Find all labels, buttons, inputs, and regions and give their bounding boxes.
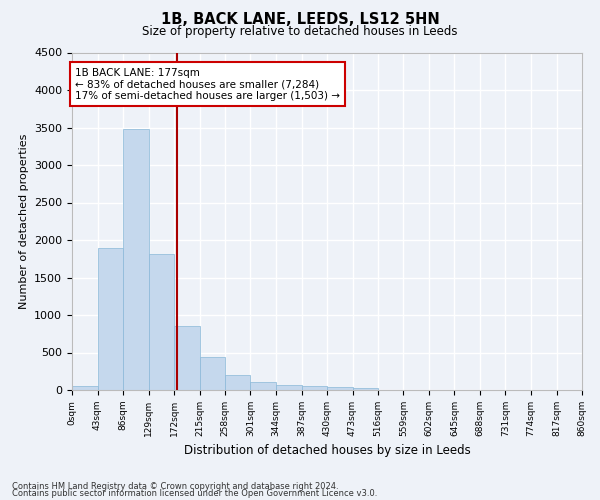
Text: Contains public sector information licensed under the Open Government Licence v3: Contains public sector information licen… bbox=[12, 490, 377, 498]
Text: Contains HM Land Registry data © Crown copyright and database right 2024.: Contains HM Land Registry data © Crown c… bbox=[12, 482, 338, 491]
Y-axis label: Number of detached properties: Number of detached properties bbox=[19, 134, 29, 309]
Bar bbox=[276, 385, 302, 390]
Bar bbox=[149, 254, 174, 390]
Bar bbox=[97, 248, 123, 390]
Bar bbox=[327, 386, 353, 390]
Bar bbox=[174, 326, 199, 390]
X-axis label: Distribution of detached houses by size in Leeds: Distribution of detached houses by size … bbox=[184, 444, 470, 458]
Text: 1B BACK LANE: 177sqm
← 83% of detached houses are smaller (7,284)
17% of semi-de: 1B BACK LANE: 177sqm ← 83% of detached h… bbox=[75, 68, 340, 100]
Bar bbox=[302, 386, 327, 390]
Text: Size of property relative to detached houses in Leeds: Size of property relative to detached ho… bbox=[142, 25, 458, 38]
Bar bbox=[251, 382, 276, 390]
Bar bbox=[225, 376, 251, 390]
Text: 1B, BACK LANE, LEEDS, LS12 5HN: 1B, BACK LANE, LEEDS, LS12 5HN bbox=[161, 12, 439, 28]
Bar bbox=[199, 357, 225, 390]
Bar bbox=[72, 386, 97, 390]
Bar bbox=[353, 388, 378, 390]
Bar bbox=[123, 129, 149, 390]
